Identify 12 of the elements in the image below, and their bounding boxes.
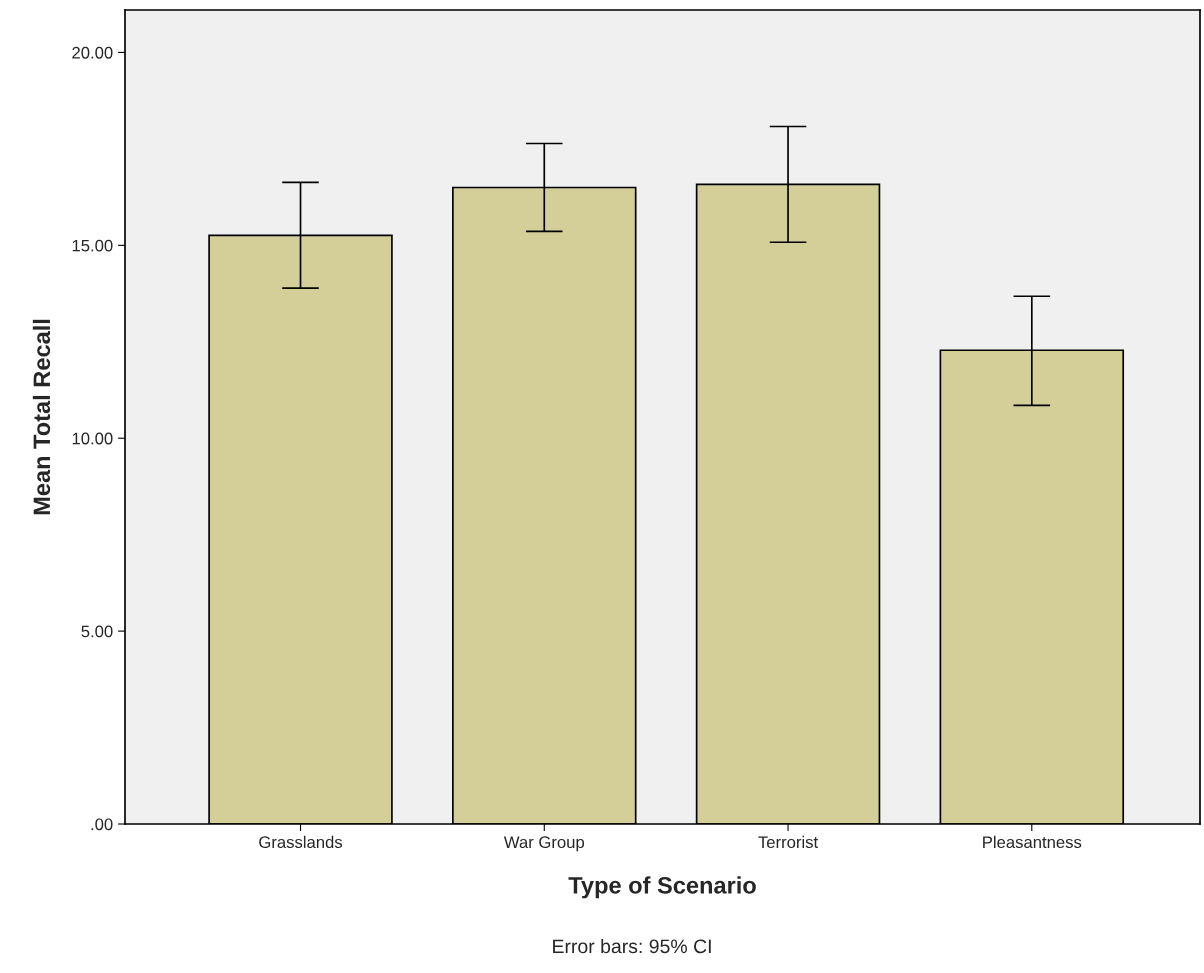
x-axis-title: Type of Scenario <box>568 876 756 899</box>
text: Error bars: 95% CI <box>553 938 711 954</box>
y-tick-label: .00 <box>91 818 113 831</box>
x-tick-label: Grasslands <box>259 835 343 849</box>
y-axis-title: Mean Total Recall <box>32 319 51 515</box>
x-tick-label: Terrorist <box>758 835 819 849</box>
x-tick-label: War Group <box>503 836 585 852</box>
y-tick-label: 20.00 <box>72 46 113 59</box>
x-tick-label: Pleasantness <box>983 835 1082 849</box>
y-tick-label: 15.00 <box>72 239 113 252</box>
y-tick-label: 10.00 <box>72 432 113 445</box>
y-tick-label: 5.00 <box>81 625 113 638</box>
